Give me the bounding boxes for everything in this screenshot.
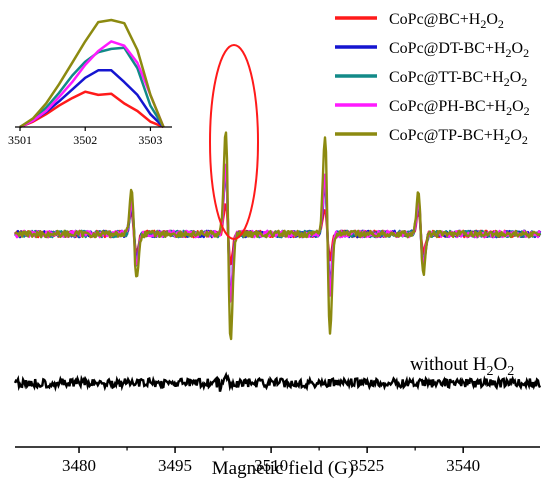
control-label: without H2O2 [410, 354, 514, 379]
x-axis: 3480 3495 3510 3525 3540 [15, 446, 540, 475]
inset-x-tick-label: 3502 [73, 133, 97, 147]
inset-x-tick-label: 3501 [8, 133, 32, 147]
legend-label-2: CoPc@DT-BC+H2O2 [389, 40, 529, 60]
x-tick-label: 3495 [158, 456, 192, 475]
highlight-ellipse [209, 44, 259, 240]
control-trace [13, 371, 542, 392]
legend-label-1: CoPc@BC+H2O2 [389, 11, 504, 31]
x-axis-label: Magnetic field (G) [212, 458, 354, 479]
x-tick-label: 3480 [62, 456, 96, 475]
legend-label-4: CoPc@PH-BC+H2O2 [389, 98, 530, 118]
inset-x-tick-label: 3503 [138, 133, 162, 147]
legend: CoPc@BC+H2O2 CoPc@DT-BC+H2O2 CoPc@TT-BC+H2… [335, 11, 530, 147]
inset-series-line-4 [19, 40, 165, 129]
x-tick-label: 3540 [446, 456, 480, 475]
control-line [13, 371, 542, 392]
inset-series-line-1 [19, 90, 164, 129]
x-tick-label: 3510 [254, 456, 288, 475]
inset-zoom-plot: 3501 3502 3503 [8, 18, 172, 147]
legend-label-3: CoPc@TT-BC+H2O2 [389, 69, 527, 89]
spectra-traces [13, 131, 542, 341]
series-line-5 [14, 131, 541, 341]
legend-label-5: CoPc@TP-BC+H2O2 [389, 127, 528, 147]
inset-series-line-5 [19, 18, 165, 129]
x-tick-label: 3525 [350, 456, 384, 475]
